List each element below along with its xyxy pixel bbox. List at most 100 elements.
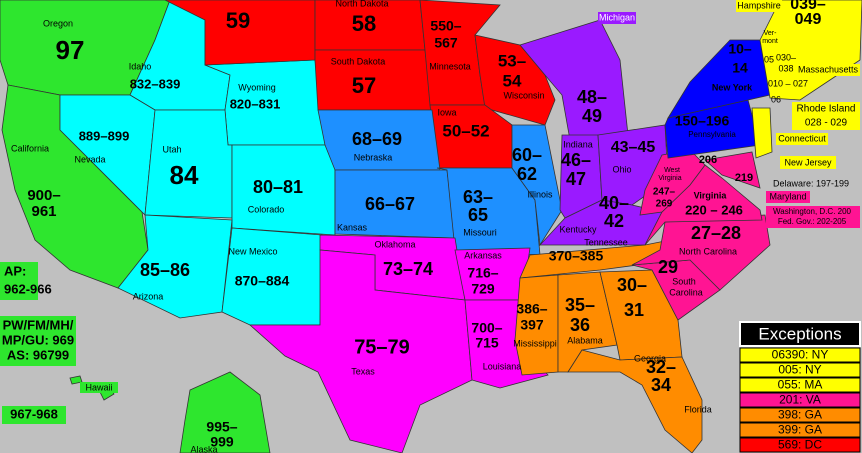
ne-label: 06: [771, 94, 781, 104]
exception-text: 005: NY: [778, 363, 821, 377]
northeast-labels: Hampshire 039– 049 Ver- mont 05 030– 038…: [736, 0, 860, 228]
state-name: Arizona: [133, 291, 164, 301]
zip-label: 85–86: [140, 260, 190, 280]
zip-label: 97: [56, 35, 85, 65]
zip-label: 58: [352, 11, 376, 36]
zip-label: 397: [520, 317, 544, 333]
state-mississippi: [514, 274, 559, 376]
zip-label: 60–: [512, 145, 542, 165]
state-florida: [567, 349, 703, 453]
ne-label: Connecticut: [778, 133, 826, 143]
state-alaska: [179, 371, 271, 453]
state-name: Michigan: [599, 12, 635, 22]
zip-label: 716–: [467, 265, 498, 281]
exception-text: 569: DC: [778, 438, 822, 452]
zip-label: 40–: [599, 193, 629, 213]
state-name: Iowa: [437, 107, 456, 117]
zip-label: 43–45: [611, 139, 656, 156]
state-name: Alaska: [190, 444, 217, 453]
ne-label: Delaware: 197-199: [773, 178, 849, 188]
zip-label: 32–: [646, 357, 676, 377]
exception-text: 201: VA: [779, 393, 821, 407]
zip-label: 46–: [561, 150, 591, 170]
exception-row: [739, 437, 861, 453]
zip-label: 50–52: [442, 121, 489, 140]
ne-label: Massachusetts: [798, 64, 859, 74]
zip-label: 62: [517, 164, 537, 184]
state-name: Utah: [162, 144, 181, 154]
exception-row: [739, 362, 861, 378]
zip-label: 31: [624, 300, 644, 320]
state-name: Minnesota: [429, 61, 471, 71]
state-name: South: [672, 276, 696, 286]
state-name: Texas: [351, 366, 375, 376]
ne-label: 028 - 029: [805, 118, 848, 129]
zip-label: 84: [170, 160, 199, 190]
state-name: Maryland: [769, 191, 806, 201]
zip-label: 386–: [516, 301, 547, 317]
state-name: New Jersey: [784, 157, 832, 167]
state-name: Colorado: [248, 204, 285, 214]
state-name: Kentucky: [559, 224, 597, 234]
state-name: Nebraska: [354, 152, 393, 162]
state-name: Illinois: [527, 189, 553, 199]
zip-label: 65: [468, 205, 488, 225]
state-name: Wisconsin: [503, 90, 544, 100]
zip-label: 14: [732, 60, 748, 76]
exception-row: [739, 407, 861, 423]
ne-label: 010 – 027: [768, 78, 808, 88]
zip-label: 54: [503, 71, 522, 90]
state-name: North Dakota: [335, 0, 388, 8]
zip-label: 42: [604, 211, 624, 231]
callout-box: [2, 406, 66, 424]
state-name: Nevada: [74, 154, 105, 164]
zip-label: 999: [210, 434, 234, 450]
zip-label: 35–: [565, 295, 595, 315]
territory-label: PW/FM/MH/: [3, 317, 74, 332]
callout-box: [796, 64, 860, 76]
zip-label: 700–: [471, 320, 502, 336]
exception-row: [739, 347, 861, 363]
state-name: Georgia: [634, 353, 666, 363]
ne-label: Washington, D.C. 200: [773, 207, 852, 216]
zip-label: 567: [434, 35, 458, 51]
zip-label: 995–: [206, 419, 237, 435]
exceptions-header: [739, 321, 861, 347]
zip-label: 870–884: [235, 273, 290, 289]
ne-label: 038: [778, 63, 793, 73]
ne-label: Fed. Gov.: 202-205: [778, 217, 847, 226]
state-name: Carolina: [669, 287, 703, 297]
exception-row: [739, 422, 861, 438]
zip-label: 729: [471, 281, 495, 297]
territory-label: AS: 96799: [7, 347, 69, 362]
state-name: Arkansas: [464, 250, 502, 260]
exception-text: 06390: NY: [772, 348, 829, 362]
state-name: Oklahoma: [374, 239, 415, 249]
state-name: Pennsylvania: [688, 130, 736, 139]
state-name: New Mexico: [228, 246, 277, 256]
state-arizona: [117, 214, 233, 319]
zip-label: 80–81: [253, 177, 303, 197]
state-name: Ohio: [612, 164, 631, 174]
zip-label: 150–196: [675, 113, 730, 129]
zip-label: 30–: [617, 275, 647, 295]
callout-box: [776, 133, 828, 145]
callout-box: [736, 0, 782, 12]
exception-text: 399: GA: [778, 423, 822, 437]
state-name: Virginia: [694, 190, 728, 200]
zip-label: 900–: [27, 187, 60, 204]
zip-label: 48–: [577, 87, 607, 107]
callout-box: [766, 191, 810, 203]
callout-box: [780, 156, 836, 169]
state-name: Indiana: [563, 139, 593, 149]
callout-box: [772, 178, 850, 190]
state-name: Oregon: [43, 18, 73, 28]
state-name: Missouri: [463, 227, 497, 237]
state-name: Mississippi: [513, 338, 557, 348]
exceptions-title: Exceptions: [758, 324, 841, 343]
state-name: Tennessee: [584, 237, 628, 247]
